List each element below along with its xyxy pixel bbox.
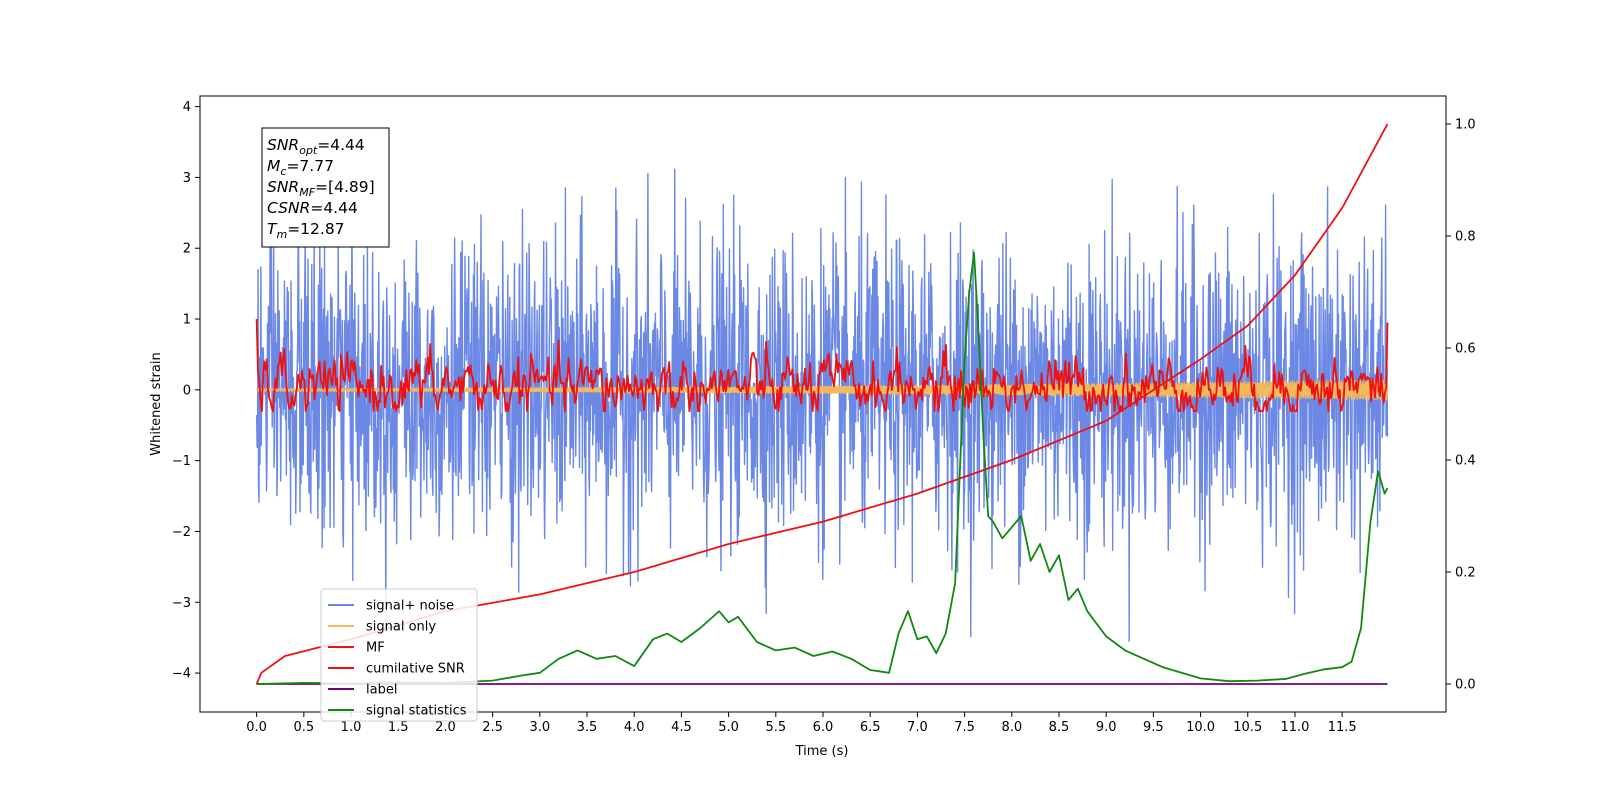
y-tick-label: 1 [183,313,191,328]
y-axis-ticks: −4 −3 −2 −1 0 1 2 3 4 [172,100,200,682]
y-tick-label: 4 [183,100,191,115]
legend-items: signal+ noise signal only MF cumilative SNR… [328,599,467,719]
x-tick-label: 8.5 [1049,720,1070,735]
x-tick-label: 0.5 [293,720,314,735]
x-tick-label: 10.5 [1233,720,1262,735]
annotation-lines: SNRopt=4.44Mc=7.77SNRMF=[4.89]CSNR=4.44T… [267,136,375,241]
y-tick-label: 0 [183,383,191,398]
legend-label-cumilative-snr: cumilative SNR [366,662,465,677]
x-tick-label: 4.5 [671,720,692,735]
annotation-line: Mc=7.77 [267,157,334,178]
y-tick-label: −2 [172,525,191,540]
y2-axis-ticks: 0.0 0.2 0.4 0.6 0.8 1.0 [1446,118,1476,693]
annotation-symbol: SNR [267,136,299,154]
annotation-subscript: opt [299,144,318,157]
legend-label-signal-noise: signal+ noise [366,599,454,614]
x-tick-label: 7.0 [907,720,928,735]
annotation-subscript: c [280,165,286,178]
series-line-mf [255,319,1389,412]
x-axis-ticks: 0.0 0.5 1.0 1.5 2.0 2.5 3.0 3.5 4.0 4.5 5.0 5.5 6.0 6… [246,712,1357,735]
x-tick-label: 8.0 [1001,720,1022,735]
y2-tick-label: 0.6 [1455,342,1476,357]
stats-annotation-box: SNRopt=4.44Mc=7.77SNRMF=[4.89]CSNR=4.44T… [261,127,390,248]
x-tick-label: 4.0 [624,720,645,735]
y2-tick-label: 0.2 [1455,566,1476,581]
annotation-value: =7.77 [286,157,334,175]
x-tick-label: 1.5 [388,720,409,735]
x-tick-label: 2.5 [482,720,503,735]
y-tick-label: −1 [172,454,191,469]
x-tick-label: 11.0 [1280,720,1309,735]
y-tick-label: 2 [183,242,191,257]
x-tick-label: 1.0 [341,720,362,735]
annotation-value: =[4.89] [315,178,375,196]
annotation-line: SNRMF=[4.89] [267,178,375,199]
x-tick-label: 3.0 [529,720,550,735]
x-tick-label: 9.5 [1143,720,1164,735]
x-tick-label: 2.0 [435,720,456,735]
annotation-value: =4.44 [317,136,365,154]
x-tick-label: 11.5 [1328,720,1357,735]
legend-label-label: label [366,683,397,698]
x-tick-label: 3.5 [577,720,598,735]
legend-label-signal-only: signal only [366,620,436,635]
x-tick-label: 6.0 [813,720,834,735]
y2-tick-label: 0.0 [1455,678,1476,693]
y-axis-title: Whitened strain [149,352,164,455]
x-tick-label: 10.0 [1186,720,1215,735]
legend-label-mf: MF [366,641,385,656]
x-tick-label: 5.5 [765,720,786,735]
annotation-line: Tm=12.87 [267,220,345,241]
y2-tick-label: 0.4 [1455,454,1476,469]
x-tick-label: 5.0 [718,720,739,735]
series-line-signal-noise [255,167,1389,642]
y2-tick-label: 0.8 [1455,230,1476,245]
legend-label-signal-statistics: signal statistics [366,704,467,719]
annotation-line: CSNR=4.44 [267,199,358,217]
annotation-symbol: CSNR [267,199,310,217]
x-tick-label: 0.0 [246,720,267,735]
annotation-symbol: M [267,157,280,175]
x-tick-label: 6.5 [860,720,881,735]
annotation-subscript: m [276,228,287,241]
annotation-frame [261,127,390,248]
annotation-symbol: T [267,220,278,238]
x-tick-label: 7.5 [954,720,975,735]
series-line-signal-statistics [256,251,1389,685]
x-tick-label: 9.0 [1096,720,1117,735]
y-tick-label: −3 [172,596,191,611]
legend: signal+ noise signal only MF cumilative SNR… [320,588,478,722]
annotation-subscript: MF [299,186,315,199]
annotation-line: SNRopt=4.44 [267,136,365,157]
annotation-symbol: SNR [267,178,299,196]
y2-tick-label: 1.0 [1455,118,1476,133]
y-tick-label: −4 [172,667,191,682]
y-tick-label: 3 [183,171,191,186]
legend-frame [320,588,478,722]
x-axis-title: Time (s) [795,744,849,759]
annotation-value: =12.87 [287,220,344,238]
annotation-value: =4.44 [310,199,358,217]
